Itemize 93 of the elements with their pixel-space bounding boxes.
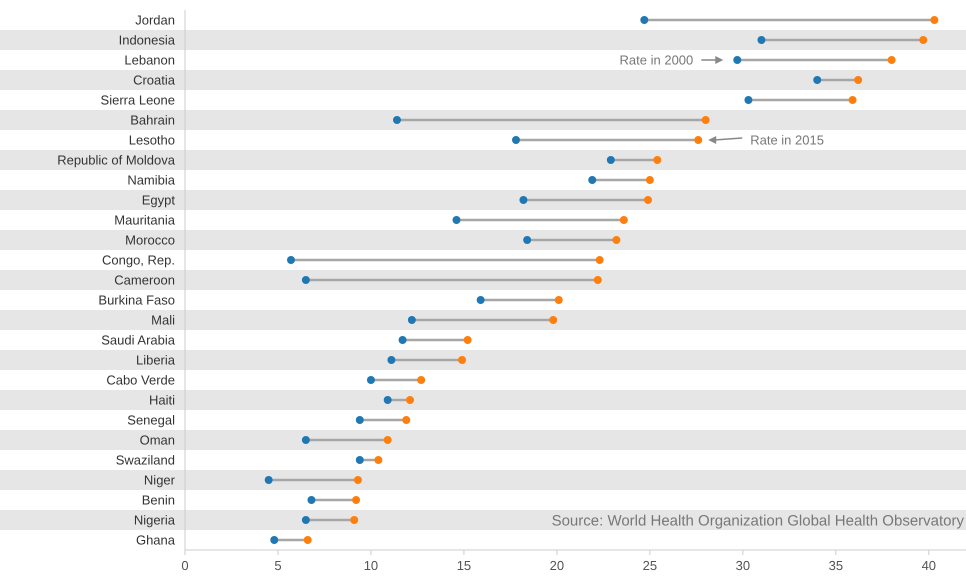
y-tick-label: Indonesia <box>118 32 176 48</box>
x-tick-label: 25 <box>642 558 658 573</box>
y-tick-label: Jordan <box>135 12 175 28</box>
point <box>644 196 652 204</box>
point <box>523 236 532 244</box>
point <box>392 116 401 124</box>
point <box>366 376 375 384</box>
y-tick-label: Mauritania <box>114 212 176 228</box>
y-tick-label: Lesotho <box>128 132 175 148</box>
point <box>264 476 273 484</box>
y-tick-label: Croatia <box>133 72 176 88</box>
point <box>356 456 364 464</box>
point <box>384 396 392 404</box>
point <box>744 96 752 104</box>
point <box>813 76 822 84</box>
point <box>387 356 396 364</box>
point <box>374 456 382 464</box>
x-tick-label: 20 <box>550 558 564 573</box>
point <box>646 176 654 184</box>
y-tick-label: Sierra Leone <box>100 92 175 108</box>
x-tick-label: 0 <box>181 558 189 573</box>
annotation: Rate in 2000 <box>620 52 694 68</box>
point <box>417 376 426 384</box>
point <box>694 136 702 144</box>
y-tick-label: Nigeria <box>134 512 176 528</box>
point <box>302 276 310 284</box>
x-tick-label: 40 <box>922 558 936 573</box>
x-tick-label: 15 <box>456 558 472 573</box>
y-tick-label: Namibia <box>127 172 176 188</box>
y-tick-label: Oman <box>140 432 175 448</box>
y-tick-label: Lebanon <box>124 52 175 68</box>
y-tick-label: Niger <box>144 472 176 488</box>
point <box>270 536 278 544</box>
point <box>854 76 862 84</box>
point <box>596 256 604 264</box>
point <box>304 536 312 544</box>
point <box>640 16 648 24</box>
point <box>702 116 710 124</box>
point <box>549 316 558 324</box>
point <box>733 56 742 64</box>
point <box>606 156 615 164</box>
point <box>930 16 938 24</box>
y-tick-label: Burkina Faso <box>98 292 175 308</box>
point <box>512 136 520 144</box>
x-tick-label: 10 <box>364 558 378 573</box>
y-tick-label: Cameroon <box>114 272 175 288</box>
point <box>653 156 662 164</box>
point <box>757 36 766 44</box>
point <box>848 96 857 104</box>
x-tick-label: 5 <box>274 558 282 573</box>
point <box>612 236 620 244</box>
y-tick-label: Swaziland <box>116 452 175 468</box>
point <box>476 296 485 304</box>
point <box>356 416 364 424</box>
y-tick-label: Egypt <box>142 192 176 208</box>
y-tick-label: Cabo Verde <box>106 372 175 388</box>
annotation: Source: World Health Organization Global Health Observatory <box>552 512 964 530</box>
point <box>554 296 563 304</box>
point <box>384 436 392 444</box>
y-tick-label: Ghana <box>136 532 176 548</box>
point <box>287 256 295 264</box>
y-tick-label: Congo, Rep. <box>102 252 175 268</box>
point <box>402 416 410 424</box>
point <box>406 396 414 404</box>
point <box>620 216 628 224</box>
point <box>588 176 596 184</box>
y-tick-label: Senegal <box>127 412 176 428</box>
point <box>350 516 358 524</box>
point <box>452 216 460 224</box>
y-tick-label: Liberia <box>136 352 176 368</box>
point <box>302 436 310 444</box>
point <box>307 496 316 504</box>
x-tick-label: 35 <box>828 558 844 573</box>
y-tick-label: Benin <box>142 492 175 508</box>
point <box>464 336 472 344</box>
point <box>594 276 602 284</box>
x-tick-label: 30 <box>736 558 750 573</box>
point <box>398 336 407 344</box>
point <box>888 56 896 64</box>
y-tick-label: Mali <box>151 312 176 328</box>
point <box>352 496 360 504</box>
y-tick-label: Bahrain <box>130 112 175 128</box>
y-tick-label: Republic of Moldova <box>57 152 176 168</box>
y-tick-label: Haiti <box>148 392 176 408</box>
y-tick-label: Morocco <box>125 232 175 248</box>
point <box>354 476 362 484</box>
point <box>458 356 466 364</box>
point <box>302 516 310 524</box>
point <box>408 316 416 324</box>
y-tick-label: Saudi Arabia <box>101 332 176 348</box>
annotation: Rate in 2015 <box>750 132 824 148</box>
point <box>919 36 928 44</box>
point <box>519 196 528 204</box>
